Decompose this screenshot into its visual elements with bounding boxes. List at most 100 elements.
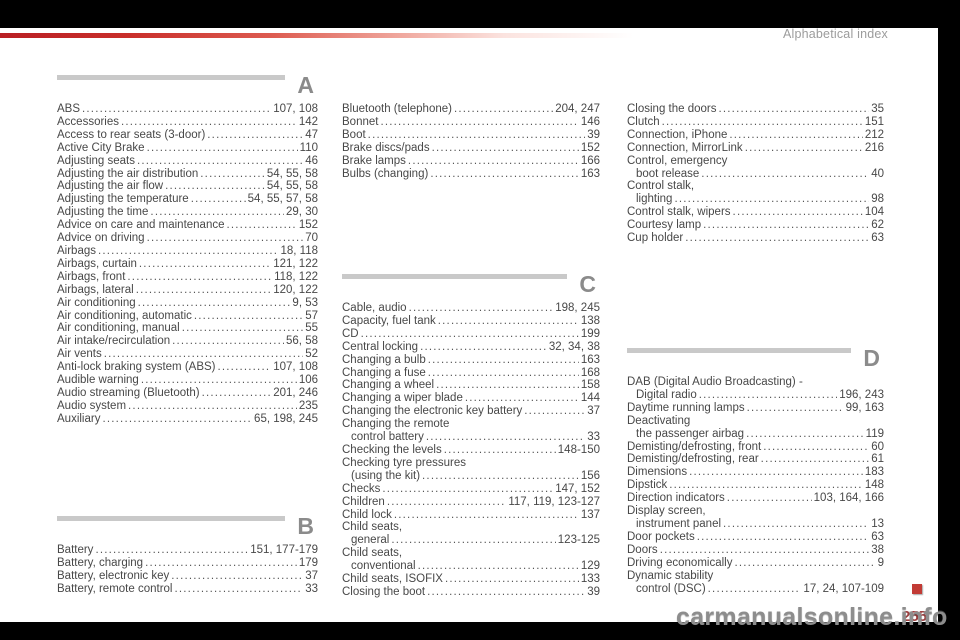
entry-page-numbers: 54, 55, 57, 58 (247, 193, 318, 206)
entry-dot-leader: ........................................… (181, 322, 303, 335)
index-entry: Child seats, (342, 521, 600, 534)
section-letter: A (297, 72, 314, 98)
section-divider-bar (57, 516, 286, 521)
index-entry: Demisting/defrosting, rear..............… (627, 453, 884, 466)
entry-page-numbers: 9, 53 (292, 296, 318, 309)
entry-dot-leader: ........................................… (422, 469, 579, 482)
entry-page-numbers: 37 (587, 405, 600, 418)
entry-page-numbers: 39 (587, 585, 600, 598)
entry-page-numbers: 62 (871, 219, 884, 232)
index-entry: Connection, iPhone......................… (627, 129, 884, 142)
entry-label: DAB (Digital Audio Broadcasting) - (627, 376, 803, 388)
index-entry: Boot....................................… (342, 129, 600, 142)
entry-label: Adjusting the time (57, 206, 149, 219)
entry-dot-leader: ........................................… (207, 128, 304, 141)
entry-dot-leader: ........................................… (659, 543, 870, 556)
entry-label: Air vents (57, 348, 102, 361)
index-entry: Direction indicators....................… (627, 492, 884, 505)
entry-page-numbers: 104 (864, 206, 884, 219)
entry-label: Changing the electronic key battery (342, 405, 523, 418)
entry-dot-leader: ........................................… (128, 399, 297, 412)
index-entry: Battery, charging.......................… (57, 557, 318, 570)
index-entry: lighting................................… (627, 193, 884, 206)
entry-label: Adjusting the air distribution (57, 167, 199, 180)
index-entry: control (DSC)...........................… (627, 583, 884, 596)
entry-dot-leader: ........................................… (746, 401, 844, 414)
index-entry: Audio system............................… (57, 400, 318, 413)
section-divider-bar (627, 348, 852, 353)
index-entry: Adjusting the time......................… (57, 206, 318, 219)
entry-label: conventional (351, 560, 416, 573)
entry-dot-leader: ........................................… (193, 309, 304, 322)
index-entry: Dimensions..............................… (627, 466, 884, 479)
entry-page-numbers: 152 (298, 219, 318, 232)
entry-label: Deactivating (627, 414, 691, 427)
entry-dot-leader: ........................................… (417, 560, 579, 573)
index-entry: Bonnet..................................… (342, 116, 600, 129)
entry-label: (using the kit) (351, 469, 421, 482)
entry-page-numbers: 196, 243 (839, 388, 884, 401)
index-entry: Courtesy lamp...........................… (627, 219, 884, 232)
entry-page-numbers: 98 (871, 193, 884, 206)
entry-page-numbers: 120, 122 (273, 283, 318, 296)
section-header-b: B (57, 515, 318, 538)
entry-label: Demisting/defrosting, rear (627, 453, 759, 466)
index-entry: Dynamic stability (627, 570, 884, 583)
entry-label: Connection, MirrorLink (627, 141, 743, 154)
entry-label: Air intake/recirculation (57, 335, 171, 348)
entry-label: Capacity, fuel tank (342, 314, 436, 327)
index-section-c-continued: Closing the doors.......................… (627, 103, 884, 245)
index-section-c: C Cable, audio...........................… (342, 273, 600, 599)
index-entry: Changing the remote (342, 418, 600, 431)
entry-dot-leader: ........................................… (137, 154, 304, 167)
index-entry: conventional............................… (342, 560, 600, 573)
entry-dot-leader: ........................................… (226, 219, 297, 232)
entry-page-numbers: 183 (864, 466, 884, 479)
entry-label: Cup holder (627, 232, 684, 245)
entry-page-numbers: 148 (864, 479, 884, 492)
entry-dot-leader: ........................................… (760, 453, 870, 466)
index-entry: Display screen, (627, 505, 884, 518)
entry-dot-leader: ........................................… (689, 466, 863, 479)
entry-dot-leader: ........................................… (171, 569, 304, 582)
entry-page-numbers: 18, 118 (280, 244, 318, 257)
entry-dot-leader: ........................................… (427, 353, 579, 366)
index-entry: Adjusting the air flow..................… (57, 180, 318, 193)
entry-label: Airbags, front (57, 270, 126, 283)
index-entry: Active City Brake.......................… (57, 142, 318, 155)
entry-page-numbers: 117, 119, 123-127 (508, 495, 600, 508)
entry-dot-leader: ........................................… (102, 412, 252, 425)
entry-page-numbers: 54, 55, 58 (266, 167, 318, 180)
entry-label: Battery (57, 544, 94, 556)
entry-page-numbers: 204, 247 (555, 103, 600, 115)
entry-page-numbers: 146 (580, 115, 600, 128)
entry-page-numbers: 168 (580, 366, 600, 379)
entry-dot-leader: ........................................… (201, 386, 272, 399)
index-entry: Doors...................................… (627, 544, 884, 557)
entry-dot-leader: ........................................… (431, 141, 579, 154)
entry-dot-leader: ........................................… (723, 517, 869, 530)
entry-dot-leader: ........................................… (732, 206, 863, 219)
entry-dot-leader: ........................................… (95, 544, 249, 556)
entry-label: Courtesy lamp (627, 219, 702, 232)
red-accent-bar (0, 33, 720, 38)
entry-label: Airbags (57, 244, 96, 257)
entry-label: Checking the levels (342, 443, 442, 456)
index-entry: Control stalk, wipers...................… (627, 206, 884, 219)
entry-page-numbers: 148-150 (557, 443, 600, 456)
index-entry: Air conditioning, automatic.............… (57, 310, 318, 323)
index-entry: Control, emergency (627, 155, 884, 168)
entry-label: Airbags, lateral (57, 283, 134, 296)
entry-label: Advice on driving (57, 232, 145, 245)
entry-label: Brake discs/pads (342, 141, 430, 154)
index-column-3: Closing the doors.......................… (627, 74, 884, 622)
entry-label: Airbags, curtain (57, 257, 137, 270)
entry-label: Connection, iPhone (627, 128, 728, 141)
entry-page-numbers: 235 (298, 399, 318, 412)
entry-label: Bonnet (342, 115, 379, 128)
entry-dot-leader: ........................................… (696, 530, 870, 543)
index-entry: Adjusting seats.........................… (57, 155, 318, 168)
entry-label: Audio streaming (Bluetooth) (57, 386, 200, 399)
entry-page-numbers: 179 (298, 556, 318, 569)
section-header-c: C (342, 273, 600, 296)
